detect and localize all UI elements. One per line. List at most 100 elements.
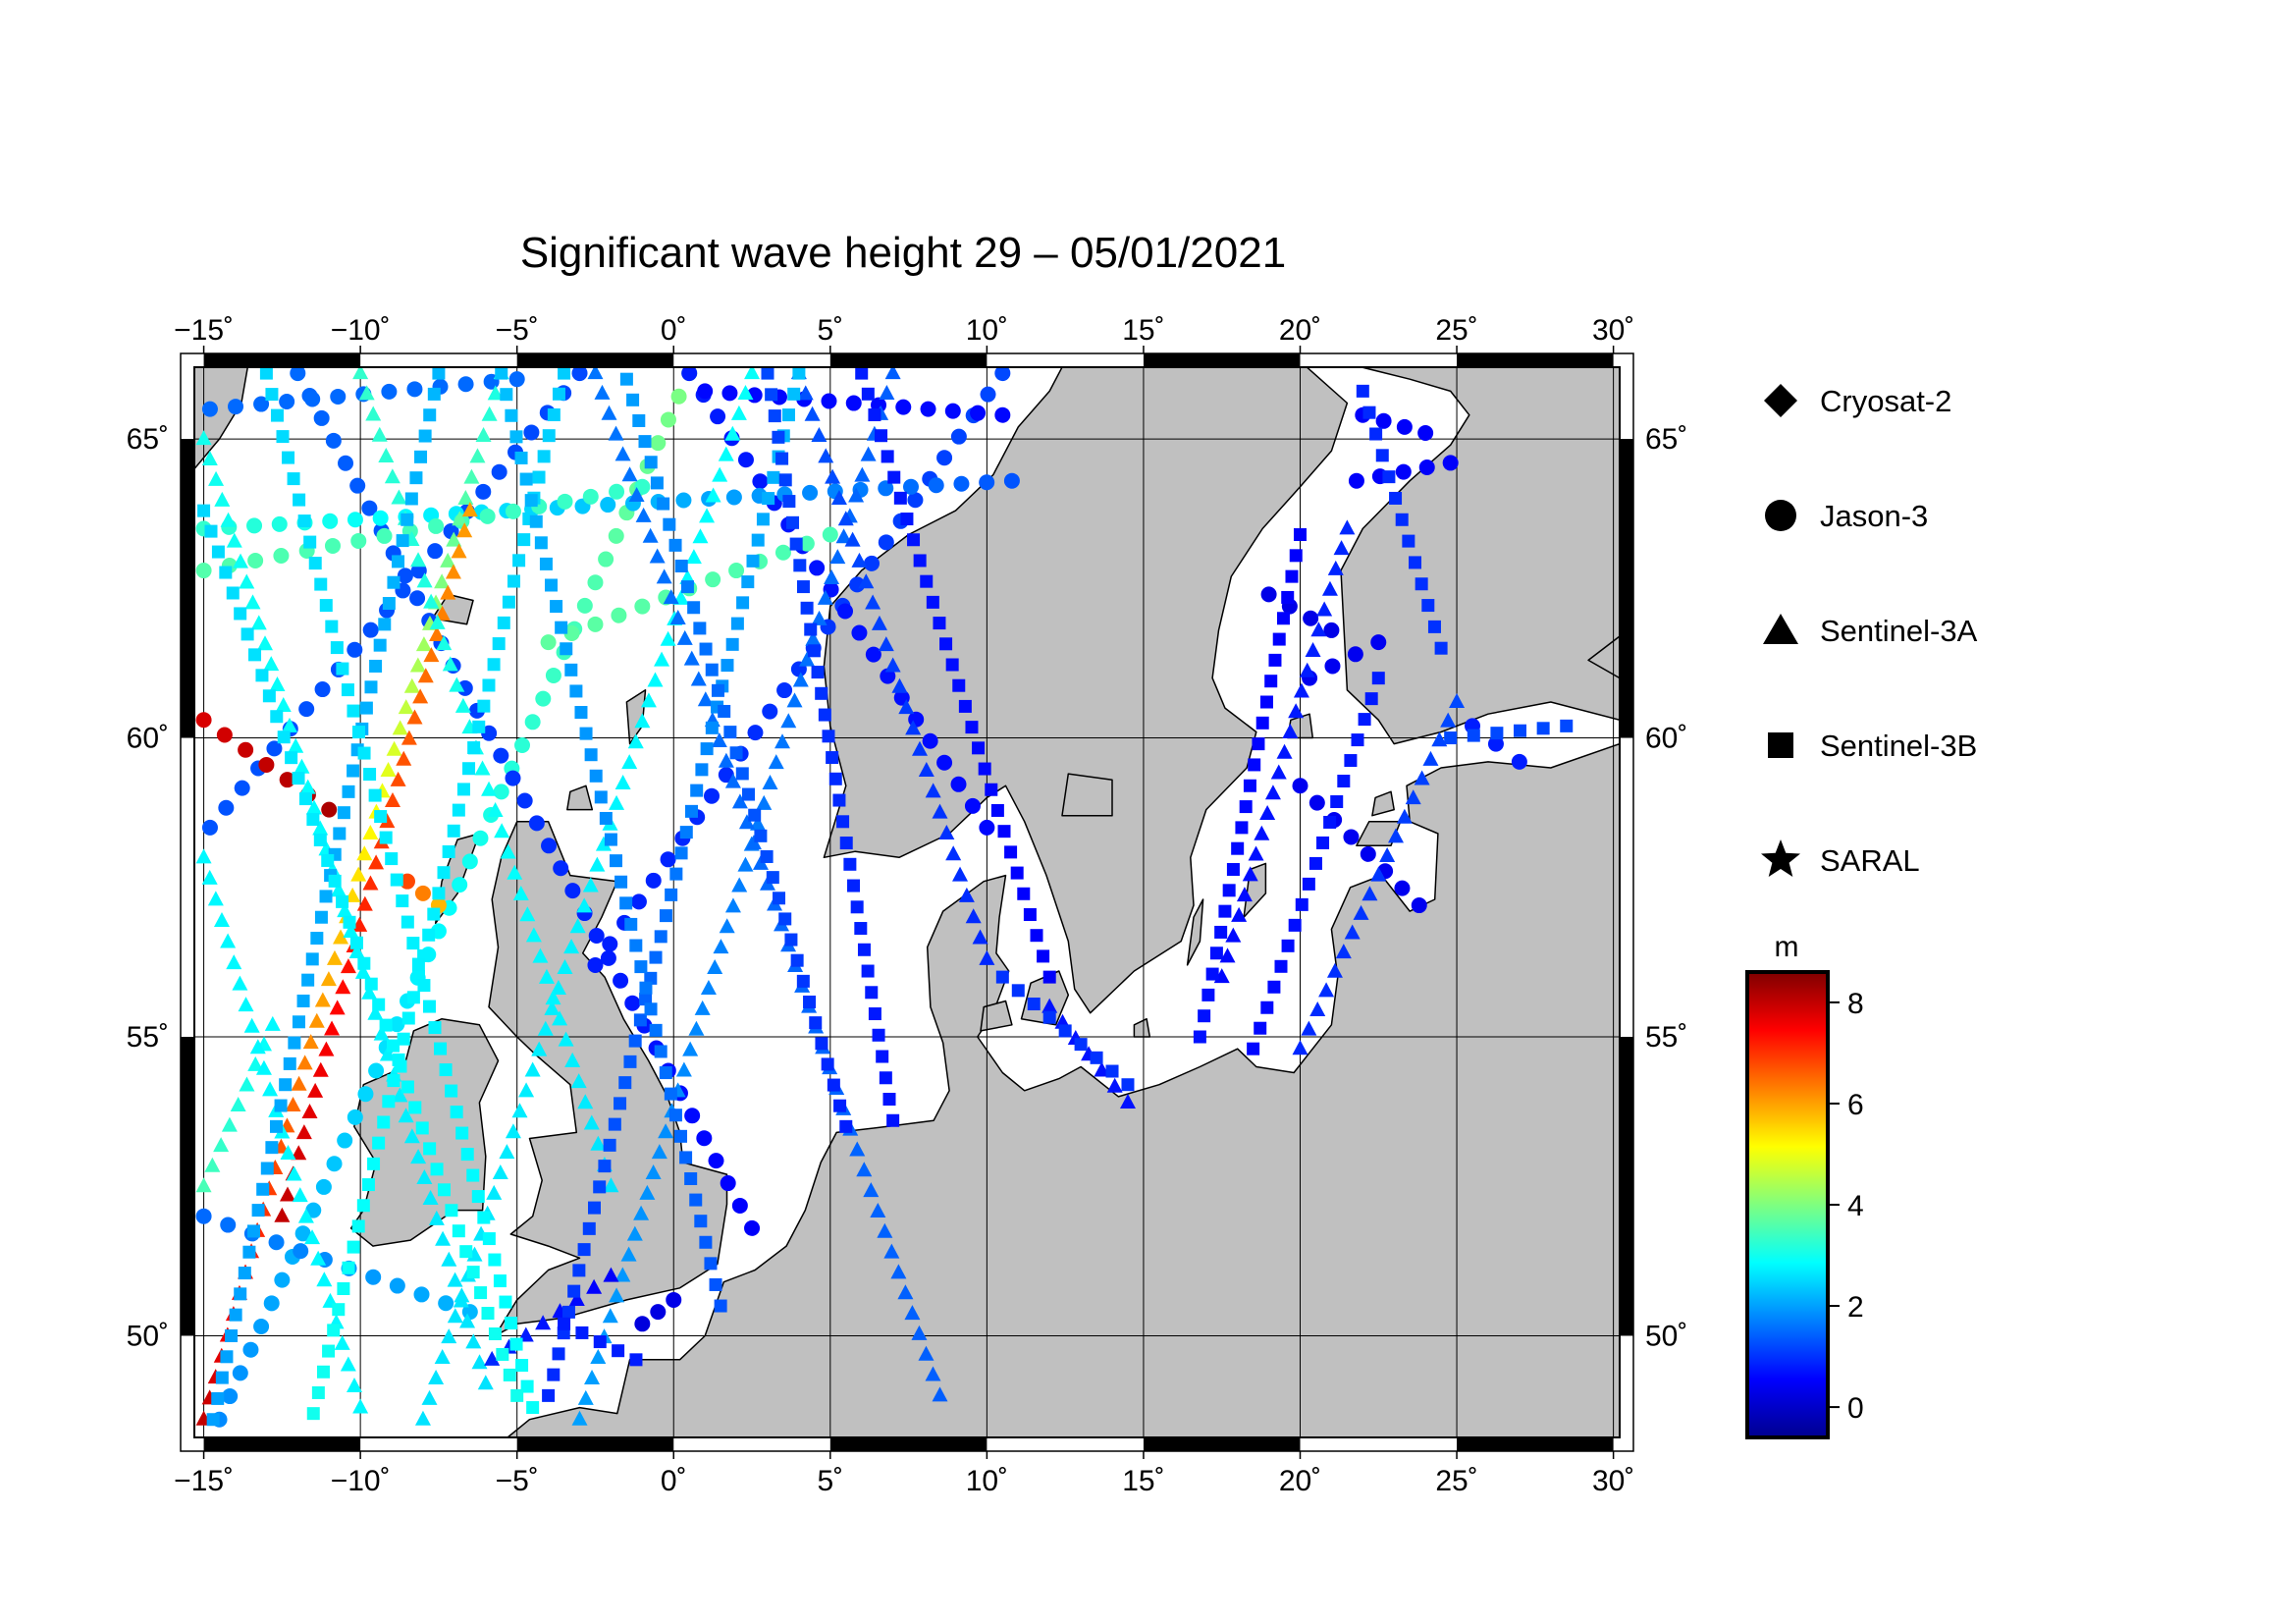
- track-point: [579, 727, 593, 740]
- track-point: [1105, 1064, 1119, 1078]
- lon-tick-label-bottom: 0˚: [661, 1465, 687, 1497]
- track-point: [609, 794, 625, 810]
- track-point: [372, 1136, 386, 1150]
- track-point: [509, 1337, 523, 1351]
- track-point: [665, 888, 678, 901]
- lat-tick-label-right: 65˚: [1645, 423, 1687, 456]
- track-point: [256, 1182, 270, 1196]
- track-point: [496, 1347, 509, 1361]
- lat-tick-label-left: 55˚: [127, 1021, 169, 1054]
- lon-tick-label-bottom: 30˚: [1592, 1465, 1634, 1497]
- track-point: [379, 831, 393, 844]
- track-point: [765, 388, 778, 402]
- track-point: [372, 998, 386, 1011]
- track-point: [613, 972, 629, 989]
- track-point: [449, 676, 465, 692]
- track-point: [447, 1271, 463, 1287]
- track-point: [821, 1057, 834, 1071]
- track-point: [472, 830, 489, 846]
- track-point: [1272, 632, 1286, 646]
- track-point: [421, 1389, 438, 1405]
- track-point: [913, 554, 927, 568]
- lon-tick-label-top: 10˚: [966, 314, 1008, 347]
- track-point: [766, 871, 779, 885]
- track-point: [952, 866, 969, 882]
- track-point: [459, 1245, 473, 1259]
- track-point: [1226, 863, 1240, 877]
- track-point: [884, 657, 901, 673]
- track-point: [675, 1061, 692, 1077]
- track-point: [718, 446, 734, 461]
- track-point: [593, 1180, 607, 1194]
- track-point: [824, 569, 840, 585]
- track-point: [952, 678, 966, 692]
- track-point: [900, 513, 914, 526]
- track-point: [1037, 949, 1050, 963]
- track-point: [1411, 897, 1427, 914]
- track-point: [373, 638, 387, 652]
- track-point: [368, 788, 382, 802]
- track-point: [558, 367, 571, 380]
- track-point: [1295, 897, 1308, 911]
- track-point: [721, 659, 734, 673]
- track-point: [659, 1066, 672, 1080]
- track-point: [895, 399, 912, 415]
- track-point: [342, 784, 355, 798]
- track-point: [731, 1197, 748, 1214]
- track-point: [313, 409, 330, 426]
- track-point: [466, 1168, 480, 1182]
- track-point: [1375, 449, 1389, 462]
- track-point: [347, 704, 360, 718]
- track-point: [1292, 778, 1308, 794]
- track-point: [1344, 924, 1361, 940]
- colorbar-tick-label: 2: [1847, 1291, 1864, 1324]
- track-point: [754, 829, 768, 842]
- track-point: [1370, 634, 1387, 651]
- track-point: [247, 1224, 261, 1238]
- track-point: [378, 618, 392, 631]
- track-point: [400, 873, 416, 890]
- track-point: [526, 1401, 540, 1415]
- track-point: [268, 1234, 285, 1251]
- track-point: [746, 554, 760, 568]
- track-point: [680, 580, 694, 594]
- track-point: [1402, 534, 1415, 548]
- lon-tick-label-top: 15˚: [1122, 314, 1164, 347]
- track-point: [515, 1359, 529, 1373]
- track-point: [626, 393, 640, 406]
- land-oland: [1186, 898, 1204, 966]
- track-point: [216, 727, 233, 743]
- track-point: [288, 1036, 301, 1050]
- track-point: [488, 1253, 502, 1267]
- track-point: [577, 1389, 594, 1405]
- track-point: [357, 746, 371, 760]
- track-point: [818, 448, 834, 463]
- track-point: [292, 1015, 305, 1029]
- track-point: [994, 367, 1011, 382]
- track-point: [775, 452, 789, 465]
- track-point: [204, 524, 218, 538]
- track-point: [340, 1356, 356, 1372]
- track-point: [336, 662, 349, 676]
- track-point: [904, 1305, 921, 1321]
- track-point: [1536, 722, 1550, 735]
- track-point: [1276, 743, 1293, 759]
- track-point: [535, 690, 552, 707]
- track-point: [621, 466, 638, 482]
- track-point: [768, 409, 781, 423]
- track-point: [843, 857, 857, 871]
- track-point: [875, 429, 888, 443]
- track-point: [305, 952, 319, 966]
- track-point: [893, 491, 907, 505]
- track-point: [638, 435, 652, 449]
- track-point: [302, 1034, 319, 1050]
- track-point: [201, 819, 218, 836]
- track-point: [213, 911, 230, 927]
- track-point: [1335, 944, 1352, 959]
- track-point: [674, 1129, 688, 1143]
- track-point: [195, 430, 212, 446]
- track-point: [1264, 784, 1281, 800]
- track-point: [416, 572, 433, 588]
- track-point: [1418, 459, 1435, 475]
